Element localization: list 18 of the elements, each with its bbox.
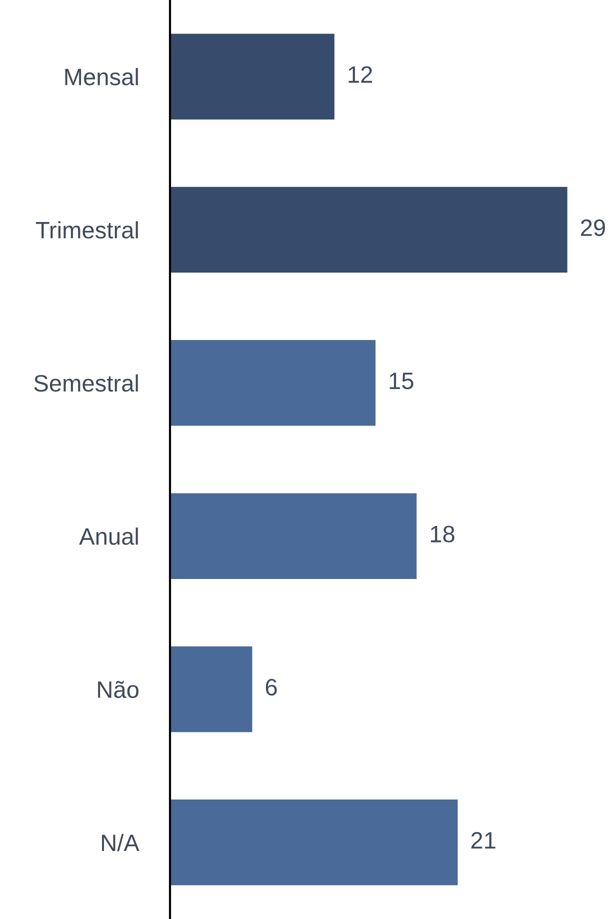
bar (170, 34, 334, 120)
y-tick-label: Anual (79, 528, 138, 545)
y-tick-label: Mensal (65, 68, 138, 86)
bar (170, 493, 417, 579)
data-label: 6 (266, 678, 277, 696)
bar (170, 340, 376, 426)
y-tick-label: Trimestral (36, 221, 138, 239)
data-label: 18 (430, 526, 454, 542)
y-tick-label: Semestral (34, 374, 138, 392)
bar (170, 646, 252, 732)
y-tick-label: N/A (102, 834, 140, 852)
data-label: 21 (471, 832, 496, 849)
data-label: 29 (581, 219, 605, 236)
y-tick-label: Não (98, 680, 138, 698)
bar (170, 186, 568, 273)
data-label: 15 (390, 372, 414, 390)
data-label: 12 (348, 66, 372, 83)
bar (170, 800, 458, 886)
